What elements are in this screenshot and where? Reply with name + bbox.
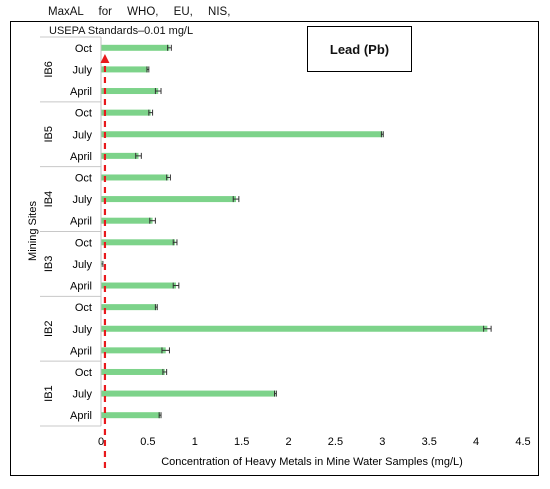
x-tick-label: 4	[473, 436, 479, 448]
x-tick-label: 0	[98, 436, 104, 448]
x-tick-label: 3.5	[422, 436, 437, 448]
month-label: July	[72, 129, 92, 141]
site-label: IB2	[43, 320, 55, 337]
data-bar	[101, 412, 161, 419]
x-tick-label: 2.5	[328, 436, 343, 448]
month-label: Oct	[75, 237, 92, 249]
month-label: April	[70, 410, 92, 422]
data-bar	[101, 131, 383, 138]
data-bar	[101, 66, 148, 73]
month-label: July	[72, 64, 92, 76]
site-label: IB4	[43, 191, 55, 208]
data-bar	[101, 88, 159, 95]
data-bar	[101, 152, 139, 159]
data-bar	[101, 109, 151, 116]
month-label: July	[72, 389, 92, 401]
month-label: Oct	[75, 43, 92, 55]
month-label: Oct	[75, 172, 92, 184]
data-bar	[101, 44, 170, 51]
data-bar	[101, 304, 157, 311]
chart-title: Lead (Pb)	[329, 41, 390, 57]
month-label: July	[72, 324, 92, 336]
data-bar	[101, 347, 166, 354]
month-label: April	[70, 151, 92, 163]
x-tick-label: 3	[379, 436, 385, 448]
month-label: Oct	[75, 302, 92, 314]
site-label: IB6	[43, 61, 55, 78]
site-label: IB3	[43, 256, 55, 273]
site-label: IB5	[43, 126, 55, 143]
data-bar	[101, 196, 237, 203]
month-label: April	[70, 345, 92, 357]
x-axis-title: Concentration of Heavy Metals in Mine Wa…	[161, 456, 463, 468]
x-tick-label: 1.5	[234, 436, 249, 448]
data-bar	[101, 390, 276, 397]
x-tick-label: 4.5	[515, 436, 530, 448]
x-tick-label: 0.5	[140, 436, 155, 448]
data-bar	[101, 239, 176, 246]
month-label: April	[70, 216, 92, 228]
threshold-arrow-icon	[100, 54, 110, 63]
data-bar	[101, 174, 169, 181]
chart-title-box: Lead (Pb)	[307, 26, 412, 72]
annotation-line-2: USEPA Standards–0.01 mg/L	[49, 25, 194, 37]
month-label: April	[70, 281, 92, 293]
data-bar	[101, 368, 165, 375]
x-tick-label: 1	[192, 436, 198, 448]
chart-frame	[10, 21, 539, 476]
month-label: Oct	[75, 108, 92, 120]
month-label: July	[72, 259, 92, 271]
y-axis-title: Mining Sites	[27, 201, 39, 261]
data-bar	[101, 282, 177, 289]
x-tick-label: 2	[285, 436, 291, 448]
site-label: IB1	[43, 385, 55, 402]
month-label: Oct	[75, 367, 92, 379]
month-label: April	[70, 86, 92, 98]
data-bar	[101, 325, 488, 332]
month-label: July	[72, 194, 92, 206]
annotation-line-1: MaxAL for WHO, EU, NIS,	[48, 6, 231, 18]
data-bar	[101, 217, 153, 224]
